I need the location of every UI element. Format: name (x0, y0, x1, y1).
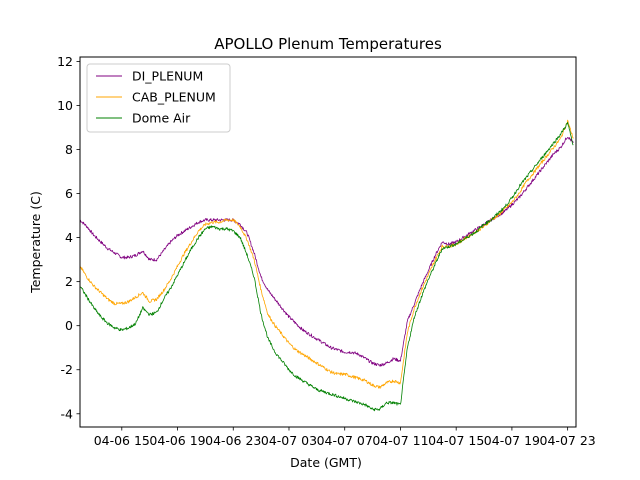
x-tick-label: 04-07 19 (484, 433, 540, 448)
y-tick-label: 2 (65, 274, 73, 289)
y-axis-label: Temperature (C) (28, 191, 43, 294)
x-tick-label: 04-06 23 (205, 433, 261, 448)
legend-entry-label: Dome Air (132, 111, 191, 126)
y-tick-label: -2 (61, 362, 73, 377)
x-tick-label: 04-06 15 (94, 433, 150, 448)
chart-title: APOLLO Plenum Temperatures (214, 35, 442, 53)
plot-frame (79, 56, 577, 428)
x-tick-label: 04-07 23 (540, 433, 596, 448)
x-tick-label: 04-07 11 (372, 433, 428, 448)
legend-entry-label: DI_PLENUM (132, 69, 203, 84)
y-tick-label: 6 (65, 186, 73, 201)
x-tick-label: 04-06 19 (149, 433, 205, 448)
y-tick-label: 0 (65, 318, 73, 333)
legend-entry-label: CAB_PLENUM (132, 90, 216, 105)
y-tick-label: -4 (61, 406, 74, 421)
x-axis-label: Date (GMT) (290, 455, 362, 470)
x-tick-label: 04-07 07 (317, 433, 373, 448)
y-tick-label: 12 (57, 54, 73, 69)
legend: DI_PLENUM CAB_PLENUM Dome Air (86, 63, 231, 133)
y-tick-label: 10 (57, 98, 73, 113)
y-tick-label: 4 (65, 230, 73, 245)
x-tick-label: 04-07 03 (261, 433, 317, 448)
legend-box (86, 63, 231, 133)
x-tick-label: 04-07 15 (428, 433, 484, 448)
series-line-dome-air (79, 121, 574, 412)
y-tick-label: 8 (65, 142, 73, 157)
